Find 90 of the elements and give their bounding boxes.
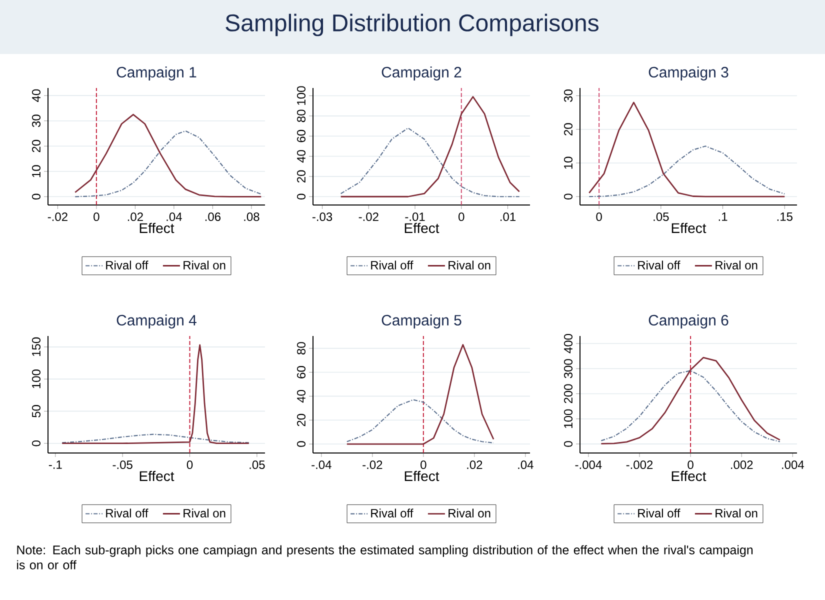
legend-label: Rival on (448, 508, 490, 518)
x-tick-label: .05 (250, 460, 265, 470)
legend-label: Rival off (371, 260, 414, 270)
x-tick-label: .04 (166, 212, 182, 222)
x-tick-label: .08 (244, 212, 260, 222)
x-tick-label: 0 (186, 460, 193, 470)
y-tick-label: 20 (564, 123, 572, 136)
y-tick-label: 40 (32, 89, 40, 102)
chart-title: Campaign 3 (648, 66, 728, 80)
x-tick-label: .002 (731, 460, 753, 470)
y-tick-label: 0 (564, 194, 572, 200)
legend-label: Rival off (371, 508, 414, 518)
legend-label: Rival off (106, 508, 148, 518)
x-tick-label: .004 (782, 460, 804, 470)
y-tick-label: 20 (296, 170, 306, 183)
chart-title: Campaign 1 (116, 66, 196, 80)
line-series (62, 434, 250, 444)
y-tick-label: 20 (296, 414, 306, 426)
x-tick-label: .05 (654, 212, 669, 222)
x-tick-label: -.05 (112, 460, 132, 470)
y-tick-label: 50 (32, 405, 40, 418)
y-tick-label: 100 (32, 370, 40, 388)
y-tick-label: 0 (32, 440, 40, 446)
x-axis-title: Effect (672, 470, 706, 482)
x-tick-label: .1 (718, 212, 728, 221)
y-tick-label: 80 (296, 110, 306, 122)
line-series (600, 370, 780, 442)
x-tick-label: -.03 (312, 212, 332, 222)
x-tick-label: 0 (688, 460, 694, 470)
y-tick-label: 0 (296, 441, 306, 447)
x-tick-label: .06 (205, 212, 220, 222)
x-tick-label: 0 (596, 212, 602, 222)
x-axis-title: Effect (404, 222, 440, 234)
x-tick-label: -.02 (362, 460, 382, 470)
y-tick-label: 100 (564, 409, 572, 428)
x-tick-label: -.02 (48, 212, 68, 222)
line-series (600, 356, 781, 444)
x-tick-label: .15 (777, 212, 792, 221)
x-tick-label: 0 (94, 212, 100, 222)
y-tick-label: 100 (296, 86, 306, 105)
y-tick-label: 30 (32, 114, 40, 128)
chart-title: Campaign 5 (382, 314, 462, 328)
x-tick-label: .04 (518, 460, 534, 470)
chart-title: Campaign 2 (382, 66, 462, 80)
y-tick-label: 10 (32, 165, 40, 178)
x-axis-title: Effect (404, 470, 440, 482)
x-tick-label: -.02 (358, 212, 378, 222)
x-tick-label: -.004 (575, 460, 602, 470)
x-tick-label: .02 (467, 460, 482, 470)
text: Note: Each sub-graph picks one campiagn and presents the estimated sampling distribution of the effect when the rival's campaign is on or off (17, 545, 753, 570)
y-tick-label: 30 (564, 90, 572, 102)
x-tick-label: 0 (458, 212, 464, 222)
x-tick-label: -.002 (626, 460, 653, 470)
legend-label: Rival on (716, 260, 758, 270)
legend-label: Rival off (638, 260, 680, 270)
legend-label: Rival on (184, 260, 226, 270)
chart-title: Campaign 4 (116, 314, 196, 328)
legend-label: Rival off (638, 508, 680, 518)
legend-label: Rival on (448, 260, 490, 270)
y-tick-label: 300 (564, 359, 572, 378)
y-tick-label: 150 (32, 337, 40, 356)
y-tick-label: 20 (32, 140, 40, 152)
line-series (61, 344, 250, 444)
y-tick-label: 0 (32, 194, 40, 200)
y-tick-label: 200 (564, 384, 572, 404)
legend-label: Rival off (106, 260, 148, 270)
x-tick-label: .01 (500, 212, 516, 222)
y-tick-label: 0 (296, 194, 306, 200)
y-tick-label: 10 (564, 156, 572, 169)
y-tick-label: 40 (296, 150, 306, 163)
line-series (74, 130, 262, 198)
x-tick-label: -.04 (312, 460, 332, 470)
chart-title: Campaign 6 (648, 314, 728, 328)
x-tick-label: 0 (420, 460, 426, 470)
x-axis-title: Effect (672, 222, 706, 234)
y-tick-label: 40 (296, 390, 306, 403)
y-tick-label: 400 (564, 334, 572, 354)
line-series (588, 146, 786, 198)
y-tick-label: 80 (296, 342, 306, 354)
legend-label: Rival on (184, 508, 226, 518)
x-axis-title: Effect (140, 470, 174, 482)
y-tick-label: 60 (296, 366, 306, 378)
x-tick-label: -.1 (48, 460, 62, 469)
y-tick-label: 60 (296, 130, 306, 142)
y-tick-label: 0 (564, 441, 572, 447)
x-axis-title: Effect (140, 222, 174, 234)
legend-label: Rival on (716, 508, 758, 518)
text: Sampling Distribution Comparisons (226, 14, 598, 36)
x-tick-label: -.01 (405, 212, 425, 222)
x-tick-label: .02 (128, 212, 143, 222)
